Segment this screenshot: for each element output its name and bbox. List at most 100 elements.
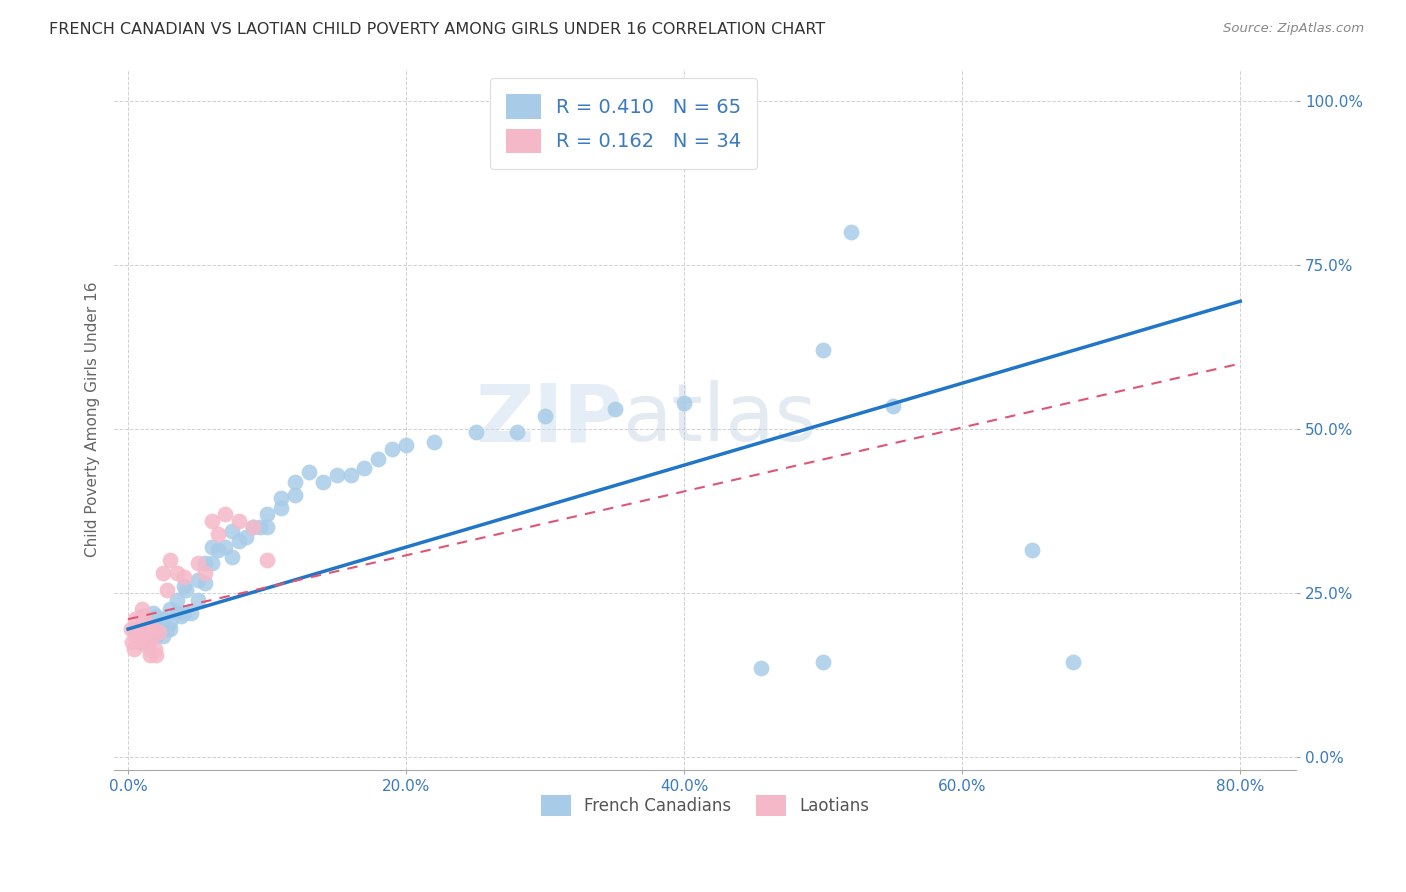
Legend: French Canadians, Laotians: French Canadians, Laotians (533, 787, 877, 825)
Point (249, 520, 271, 534)
Point (749, 661, 772, 675)
Point (1021, 543, 1043, 558)
Text: FRENCH CANADIAN VS LAOTIAN CHILD POVERTY AMONG GIRLS UNDER 16 CORRELATION CHART: FRENCH CANADIAN VS LAOTIAN CHILD POVERTY… (49, 22, 825, 37)
Point (256, 520, 278, 534)
Point (176, 582, 198, 597)
Point (214, 508, 236, 522)
Point (221, 524, 243, 538)
Point (534, 409, 557, 423)
Point (122, 641, 145, 656)
Point (121, 635, 143, 649)
Point (166, 566, 188, 581)
Point (423, 435, 446, 450)
Text: Source: ZipAtlas.com: Source: ZipAtlas.com (1223, 22, 1364, 36)
Point (180, 606, 202, 620)
Point (228, 514, 250, 528)
Point (134, 619, 156, 633)
Point (242, 520, 264, 534)
Point (166, 592, 188, 607)
Point (193, 557, 215, 571)
Point (270, 500, 292, 515)
Point (200, 514, 222, 528)
Point (228, 533, 250, 548)
Point (339, 467, 361, 482)
Point (673, 396, 696, 410)
Point (187, 592, 209, 607)
Point (284, 475, 307, 489)
Point (156, 582, 179, 597)
Point (173, 569, 195, 583)
Point (173, 579, 195, 593)
Point (131, 625, 153, 640)
Point (131, 609, 153, 624)
Point (256, 508, 278, 522)
Text: atlas: atlas (623, 380, 817, 458)
Point (221, 549, 243, 564)
Point (381, 442, 404, 456)
Point (811, 655, 834, 669)
Point (129, 629, 152, 643)
Point (207, 527, 229, 541)
Point (200, 540, 222, 554)
Text: ZIP: ZIP (475, 380, 623, 458)
Point (193, 566, 215, 581)
Point (1062, 655, 1084, 669)
Point (128, 629, 150, 643)
Point (142, 622, 165, 636)
Point (312, 475, 335, 489)
Point (152, 629, 174, 643)
Point (159, 553, 181, 567)
Point (214, 540, 236, 554)
Point (134, 615, 156, 630)
Point (353, 461, 375, 475)
Point (284, 488, 307, 502)
Point (135, 622, 157, 636)
Point (882, 399, 904, 413)
Point (325, 467, 347, 482)
Point (839, 226, 862, 240)
Point (235, 530, 257, 544)
Point (131, 602, 153, 616)
Point (124, 622, 146, 636)
Point (152, 612, 174, 626)
Point (166, 606, 188, 620)
Point (127, 622, 149, 636)
Point (136, 635, 159, 649)
Point (270, 491, 292, 505)
Point (159, 622, 181, 636)
Point (138, 629, 160, 643)
Point (138, 641, 160, 656)
Point (143, 641, 166, 656)
Point (138, 619, 160, 633)
Point (141, 629, 163, 643)
Point (142, 606, 165, 620)
Point (603, 402, 626, 417)
Point (200, 557, 222, 571)
Point (367, 451, 389, 466)
Point (395, 438, 418, 452)
Point (128, 635, 150, 649)
Point (506, 425, 529, 440)
Point (152, 566, 174, 581)
Point (173, 606, 195, 620)
Point (156, 622, 179, 636)
Point (148, 622, 170, 636)
Point (145, 648, 167, 663)
Point (207, 543, 229, 558)
Point (187, 557, 209, 571)
Point (298, 465, 321, 479)
Point (145, 629, 167, 643)
Point (132, 609, 155, 624)
Point (464, 425, 486, 440)
Point (124, 612, 146, 626)
Point (187, 573, 209, 587)
Point (125, 629, 148, 643)
Point (120, 622, 142, 636)
Y-axis label: Child Poverty Among Girls Under 16: Child Poverty Among Girls Under 16 (86, 282, 100, 557)
Point (242, 520, 264, 534)
Point (131, 635, 153, 649)
Point (159, 602, 181, 616)
Point (139, 648, 162, 663)
Point (811, 343, 834, 358)
Point (159, 615, 181, 630)
